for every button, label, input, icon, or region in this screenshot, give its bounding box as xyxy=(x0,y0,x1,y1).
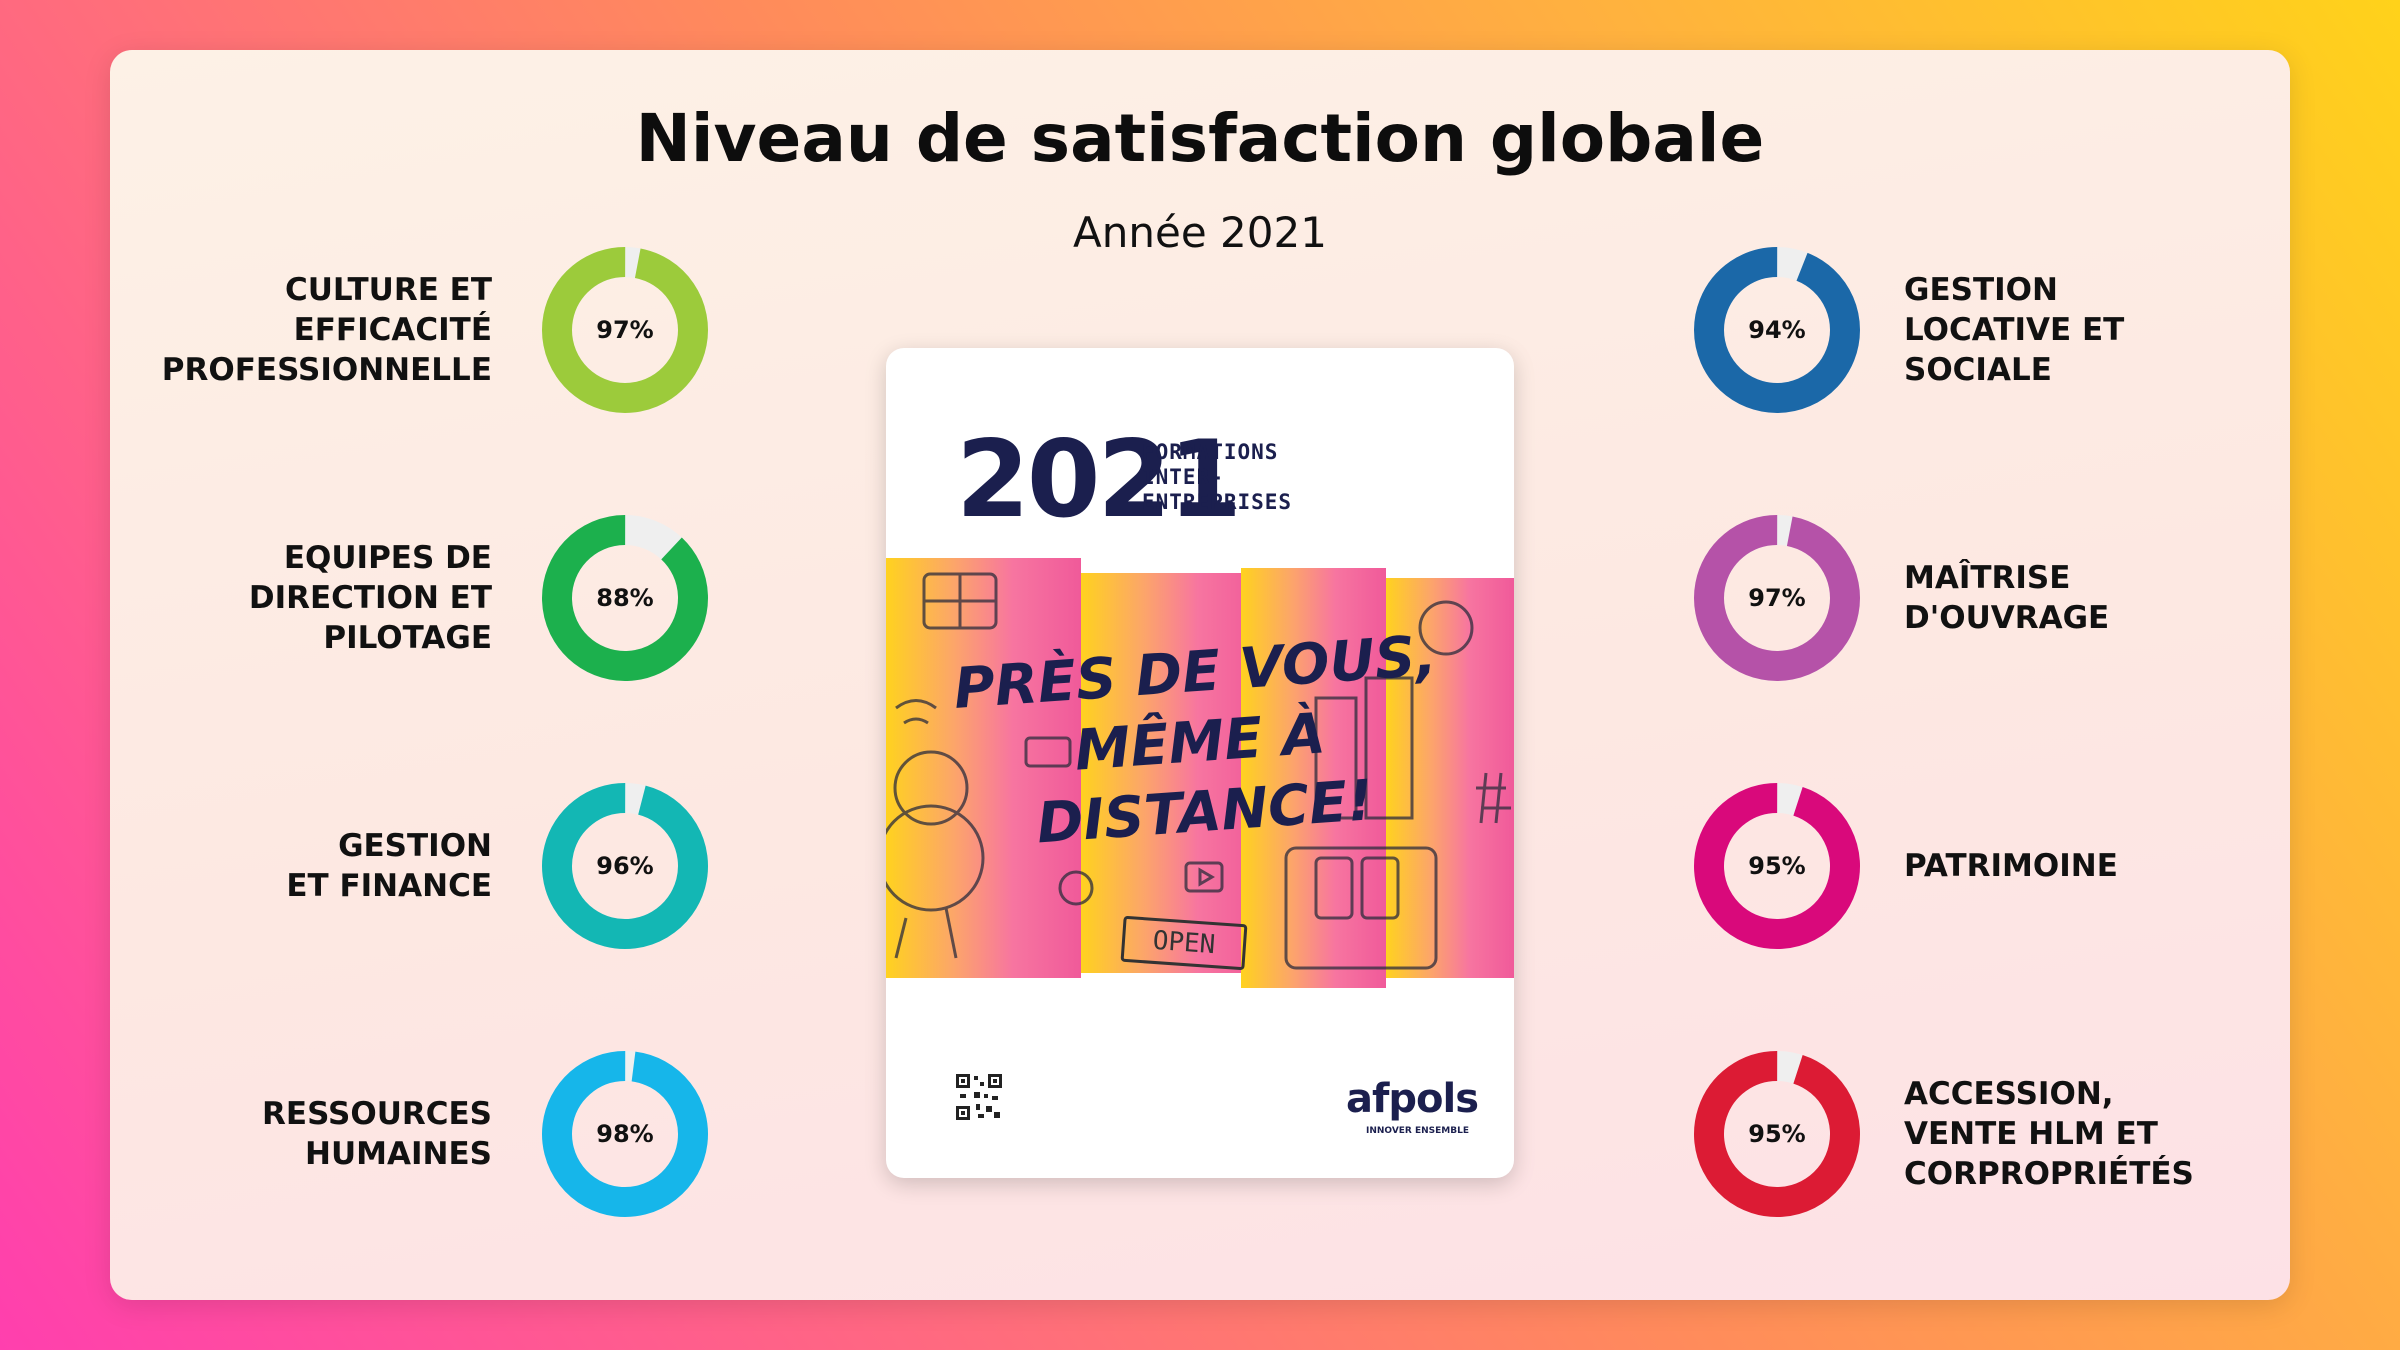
donut-chart: 96% xyxy=(540,781,710,951)
donut-chart: 97% xyxy=(1692,513,1862,683)
category-label: MAÎTRISE D'OUVRAGE xyxy=(1904,560,2110,636)
donut-arc xyxy=(1694,783,1860,949)
percent-label: 96% xyxy=(596,852,654,880)
category-label: RESSOURCES HUMAINES xyxy=(262,1096,492,1172)
afpols-tagline: INNOVER ENSEMBLE xyxy=(1366,1126,1470,1136)
donut-chart: 97% xyxy=(540,245,710,415)
percent-label: 98% xyxy=(596,1120,654,1148)
cover-line-2: INTER- xyxy=(1142,465,1224,489)
category-label: PATRIMOINE xyxy=(1904,848,2118,884)
percent-label: 95% xyxy=(1748,852,1806,880)
cover-line-1: FORMATIONS xyxy=(1142,440,1279,464)
qr-code-icon xyxy=(956,1074,1002,1120)
donut-chart: 98% xyxy=(540,1049,710,1219)
percent-label: 97% xyxy=(1748,584,1806,612)
percent-label: 97% xyxy=(596,316,654,344)
cover-line-3: ENTREPRISES xyxy=(1142,490,1293,514)
cover-slogan: PRÈS DE VOUS, MÊME À DISTANCE! xyxy=(886,616,1514,869)
donut-arc xyxy=(1694,247,1860,413)
page-title: Niveau de satisfaction globale xyxy=(635,100,1765,177)
donut-arc xyxy=(1694,515,1860,681)
cover-year: 2021 xyxy=(956,418,1242,541)
donut-chart: 88% xyxy=(540,513,710,683)
percent-label: 95% xyxy=(1748,1120,1806,1148)
donut-chart: 95% xyxy=(1692,1049,1862,1219)
donut-chart: 94% xyxy=(1692,245,1862,415)
catalog-cover-image: 2021 FORMATIONS INTER- ENTREPRISES xyxy=(886,348,1514,1178)
category-label: CULTURE ET EFFICACITÉ PROFESSIONNELLE xyxy=(161,272,492,388)
page-subtitle: Année 2021 xyxy=(1073,208,1327,257)
percent-label: 94% xyxy=(1748,316,1806,344)
cover-open-sign: OPEN xyxy=(1120,915,1248,971)
category-label: GESTION ET FINANCE xyxy=(286,828,492,904)
donut-chart: 95% xyxy=(1692,781,1862,951)
percent-label: 88% xyxy=(596,584,654,612)
donut-arc xyxy=(542,247,708,413)
cover-heading: FORMATIONS INTER- ENTREPRISES xyxy=(1142,440,1292,515)
donut-arc xyxy=(1694,1051,1860,1217)
category-label: ACCESSION, VENTE HLM ET CORPROPRIÉTÉS xyxy=(1904,1076,2194,1192)
cover-illustration xyxy=(886,558,1514,988)
category-label: GESTION LOCATIVE ET SOCIALE xyxy=(1904,272,2125,388)
category-label: EQUIPES DE DIRECTION ET PILOTAGE xyxy=(248,540,492,656)
afpols-logo: afpols xyxy=(1346,1076,1479,1122)
